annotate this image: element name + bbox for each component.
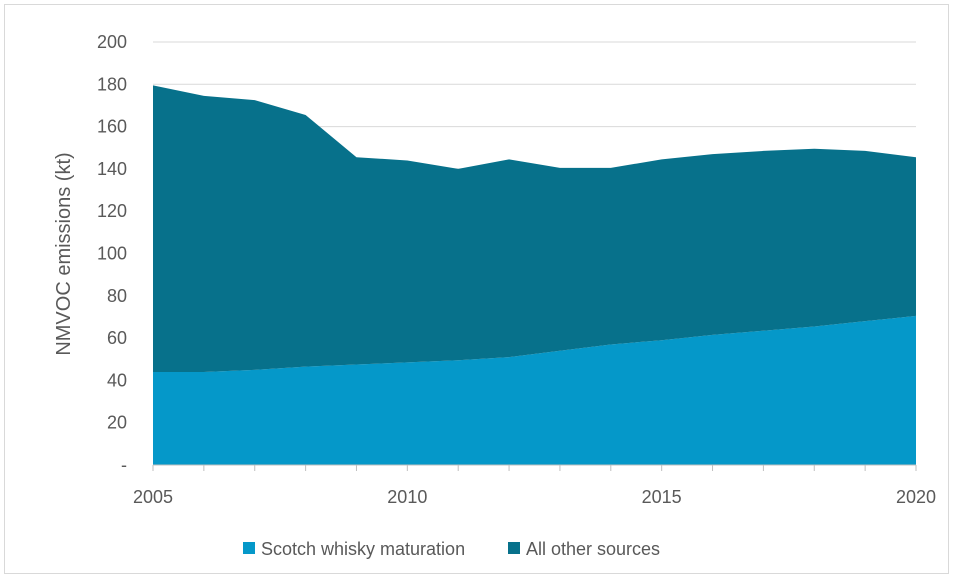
y-tick-label: 120 <box>97 201 127 221</box>
legend-item: All other sources <box>508 539 660 559</box>
y-tick-label: 60 <box>107 328 127 348</box>
y-tick-label: 20 <box>107 413 127 433</box>
y-axis-label: NMVOC emissions (kt) <box>53 152 75 355</box>
y-tick-label: - <box>121 455 127 475</box>
legend-swatch <box>508 542 520 554</box>
x-tick-label: 2010 <box>387 487 427 507</box>
legend: Scotch whisky maturation All other source… <box>243 539 660 559</box>
y-tick-label: 200 <box>97 32 127 52</box>
x-tick-label: 2015 <box>642 487 682 507</box>
y-tick-label: 180 <box>97 74 127 94</box>
x-tick-label: 2020 <box>896 487 936 507</box>
legend-swatch <box>243 542 255 554</box>
y-tick-label: 140 <box>97 159 127 179</box>
series-areas <box>153 85 916 465</box>
y-tick-label: 160 <box>97 117 127 137</box>
y-tick-label: 80 <box>107 286 127 306</box>
series-area-0 <box>153 315 916 465</box>
x-tick-labels: 2005 2010 2015 2020 <box>133 487 936 507</box>
series-area-1 <box>153 85 916 372</box>
axes <box>152 464 917 471</box>
y-tick-label: 100 <box>97 244 127 264</box>
legend-label: Scotch whisky maturation <box>261 539 465 559</box>
legend-item: Scotch whisky maturation <box>243 539 465 559</box>
legend-label: All other sources <box>526 539 660 559</box>
y-tick-labels: - 20 40 60 80 100 120 140 160 180 200 <box>97 32 127 475</box>
y-tick-label: 40 <box>107 370 127 390</box>
x-tick-label: 2005 <box>133 487 173 507</box>
